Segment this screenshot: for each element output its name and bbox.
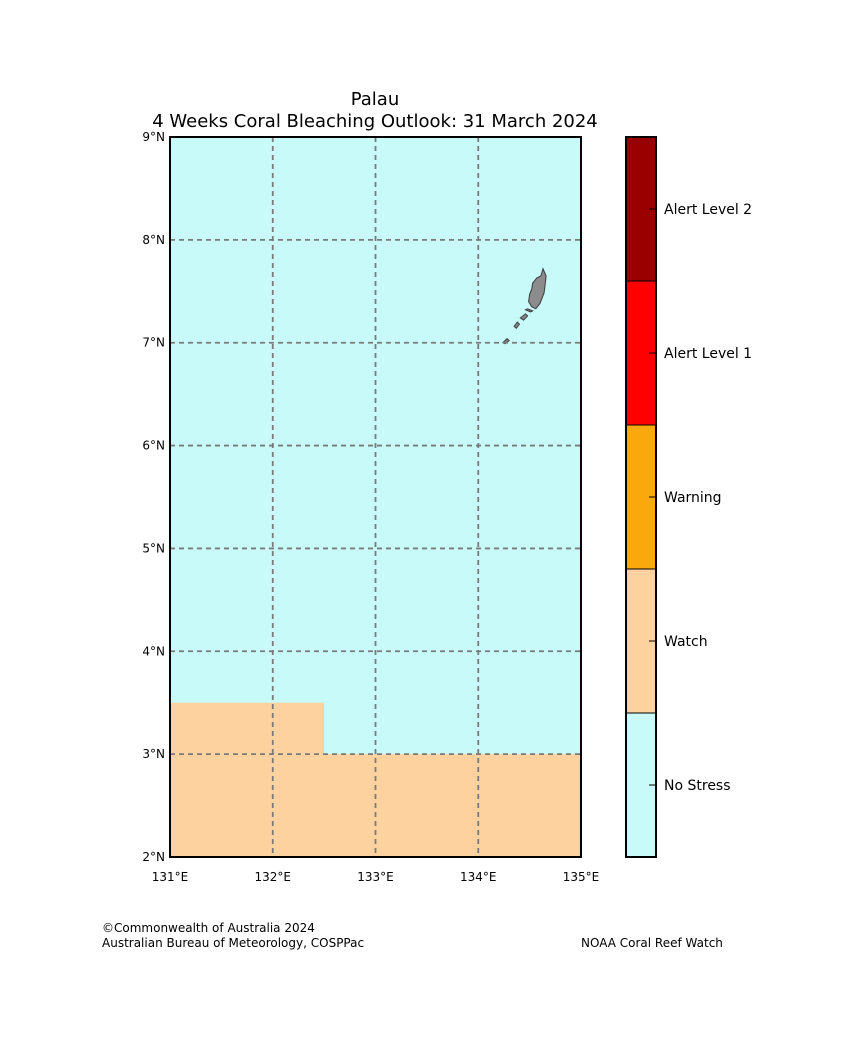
map-frame [169,136,582,858]
land-koror-chain [524,308,534,313]
land-islet-1 [519,313,529,321]
legend-label: Watch [664,634,708,650]
land-islet-2 [513,321,521,330]
partner-credit: NOAA Coral Reef Watch [581,936,723,950]
land-areas [502,267,547,345]
agency-credit: Australian Bureau of Meteorology, COSPPa… [102,936,364,950]
latitude-tick-label: 8°N [142,233,165,247]
outlook-map: 9°N 8°N 7°N 6°N 5°N 4°N 3°N 2°N 131°E 132°E 133°E… [142,130,599,884]
copyright-text: ©Commonwealth of Australia 2024 [102,921,315,935]
latitude-tick-label: 9°N [142,130,165,144]
longitude-tick-label: 131°E [152,870,189,884]
longitude-tick-label: 135°E [563,870,600,884]
legend-label: Alert Level 2 [664,202,752,218]
latitude-tick-label: 2°N [142,850,165,864]
stress-region-1 [170,702,325,755]
latitude-labels: 9°N 8°N 7°N 6°N 5°N 4°N 3°N 2°N [142,130,165,864]
legend-label: Alert Level 1 [664,346,752,362]
latitude-tick-label: 6°N [142,439,165,453]
latitude-tick-label: 5°N [142,541,165,555]
map-title-outlook: 4 Weeks Coral Bleaching Outlook: 31 Marc… [152,111,598,132]
land-babeldaob [528,267,547,310]
longitude-tick-label: 132°E [255,870,292,884]
map-title-region: Palau [351,89,400,110]
colorbar-legend: Alert Level 2 Alert Level 1 Warning Watch No… [625,136,752,858]
longitude-tick-label: 134°E [460,870,497,884]
graticule [170,137,581,857]
longitude-labels: 131°E 132°E 133°E 134°E 135°E [152,870,600,884]
legend-label: No Stress [664,778,731,794]
latitude-tick-label: 4°N [142,644,165,658]
legend-label: Warning [664,490,722,506]
latitude-tick-label: 7°N [142,336,165,350]
legend-frame [625,136,657,858]
longitude-tick-label: 133°E [357,870,394,884]
latitude-tick-label: 3°N [142,747,165,761]
